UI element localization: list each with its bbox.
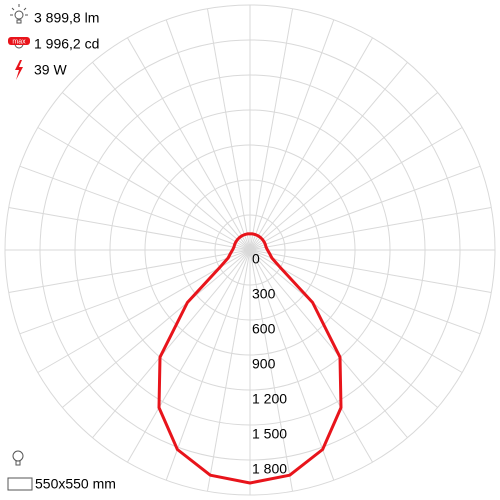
spoke xyxy=(249,249,373,463)
r-tick-label: 1 500 xyxy=(252,426,287,442)
dimensions: 550x550 mm xyxy=(35,476,116,492)
r-tick-label: 900 xyxy=(252,356,276,372)
spoke xyxy=(8,206,251,251)
spoke xyxy=(249,37,373,251)
spoke xyxy=(249,249,463,373)
spoke xyxy=(249,92,439,251)
spoke xyxy=(249,249,294,492)
spoke xyxy=(8,249,251,294)
grid-ring xyxy=(39,39,461,461)
spoke xyxy=(249,165,481,251)
spoke xyxy=(206,8,251,251)
power-icon xyxy=(15,60,23,80)
r-tick-label: 1 800 xyxy=(252,461,287,477)
spoke xyxy=(249,61,408,251)
r-tick-label: 1 200 xyxy=(252,391,287,407)
r-tick-label: 300 xyxy=(252,286,276,302)
plot xyxy=(4,4,496,496)
r-tick-label: 0 xyxy=(252,251,260,267)
spoke xyxy=(249,249,408,439)
spoke xyxy=(165,249,251,481)
spoke xyxy=(206,249,251,492)
lamp-icon xyxy=(12,450,24,466)
grid-ring xyxy=(74,74,426,426)
spoke xyxy=(61,92,251,251)
spoke xyxy=(61,249,251,408)
grid-ring xyxy=(144,144,356,356)
spoke xyxy=(249,19,335,251)
spoke xyxy=(249,249,335,481)
max-icon: max xyxy=(8,37,30,49)
spoke xyxy=(127,37,251,251)
icons: max xyxy=(7,4,33,491)
grid-ring xyxy=(109,109,391,391)
spoke xyxy=(249,249,492,294)
grid-ring xyxy=(179,179,321,321)
grid-ring xyxy=(214,214,286,286)
r-tick-label: 600 xyxy=(252,321,276,337)
spoke xyxy=(37,127,251,251)
outer-ring xyxy=(4,4,496,496)
spoke xyxy=(249,8,294,251)
flux: 3 899,8 lm xyxy=(34,10,99,26)
spoke xyxy=(249,249,439,408)
spoke xyxy=(19,165,251,251)
spoke xyxy=(19,249,251,335)
spoke xyxy=(249,249,481,335)
size-icon xyxy=(7,477,33,491)
intensity: 1 996,2 cd xyxy=(34,36,99,52)
spoke xyxy=(92,61,251,251)
svg-text:max: max xyxy=(12,38,26,45)
spoke xyxy=(127,249,251,463)
power: 39 W xyxy=(34,62,67,78)
bulb-icon xyxy=(10,4,28,24)
spoke xyxy=(249,206,492,251)
spoke xyxy=(92,249,251,439)
spoke xyxy=(37,249,251,373)
intensity-curve xyxy=(157,232,343,485)
spoke xyxy=(249,127,463,251)
spoke xyxy=(165,19,251,251)
